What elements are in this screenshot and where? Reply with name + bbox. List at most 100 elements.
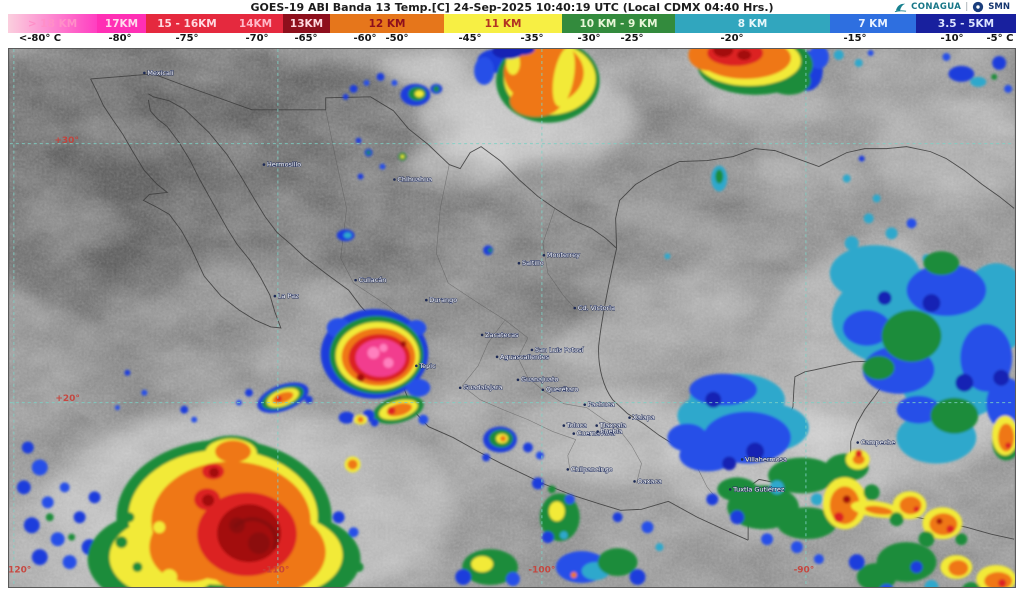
svg-text:Aguascalientes: Aguascalientes	[500, 353, 550, 361]
legend-block-5: 13KM	[283, 14, 330, 33]
temp-tick-8: -45°	[458, 33, 482, 44]
svg-text:Tuxtla Gutiérrez: Tuxtla Gutiérrez	[732, 485, 785, 493]
temp-tick-6: -60°	[353, 33, 377, 44]
svg-text:Mexicali: Mexicali	[147, 69, 173, 77]
temp-tick-5: -65°	[294, 33, 318, 44]
grid-label--110°: -110°	[262, 566, 289, 576]
cloud-height-legend: > 18 KM 17KM 15 - 16KM 14KM 13KM 12 KM 11 KM 10…	[8, 14, 1016, 33]
city-label: Oaxaca	[633, 477, 662, 486]
city-label: San Luis Potosí	[530, 345, 584, 354]
city-label: Saltillo	[517, 259, 544, 268]
svg-text:Pachuca: Pachuca	[588, 401, 615, 409]
legend-block-8: 10 KM - 9 KM	[562, 14, 675, 33]
city-label: Cd. Victoria	[573, 304, 616, 313]
storm-west-pacific	[180, 309, 431, 473]
svg-text:Villahermosa: Villahermosa	[745, 455, 787, 463]
city-label: Durango	[425, 296, 458, 305]
city-label: Xalapa	[628, 413, 655, 422]
agency-logos: CONAGUA | SMN	[894, 0, 1010, 13]
svg-text:San Luis Potosí: San Luis Potosí	[535, 346, 584, 354]
city-label: Tuxtla Gutiérrez	[728, 485, 785, 494]
graticule	[9, 49, 1015, 587]
city-label: Chihuahua	[393, 175, 433, 184]
city-label: Zacatecas	[480, 330, 520, 339]
city-label: Culiacán	[354, 276, 387, 285]
city-label: Puebla	[596, 427, 623, 436]
city-label: Hermosillo	[262, 160, 302, 169]
city-label: Guanajuato	[516, 375, 559, 384]
temp-tick-10: -30°	[577, 33, 601, 44]
svg-text:Tepic: Tepic	[418, 362, 436, 370]
storm-top-right	[688, 49, 874, 95]
smn-logo-text: SMN	[988, 1, 1010, 12]
svg-text:Oaxaca: Oaxaca	[638, 477, 662, 485]
temperature-scale: <-80° C -80° -75° -70° -65° -60° -50° -45° -35° -…	[8, 33, 1016, 47]
svg-text:Cd. Victoria: Cd. Victoria	[578, 304, 615, 312]
legend-block-11: 3.5 - 5KM	[916, 14, 1016, 33]
city-label: Toluca	[562, 421, 588, 430]
legend-block-1: > 18 KM	[8, 14, 97, 33]
svg-text:Tlaxcala: Tlaxcala	[599, 422, 627, 430]
city-label: Pachuca	[583, 400, 615, 409]
svg-text:Puebla: Puebla	[601, 428, 623, 436]
svg-text:Toluca: Toluca	[566, 422, 587, 430]
temp-tick-14: -10°	[940, 33, 964, 44]
svg-text:La Paz: La Paz	[278, 292, 299, 300]
svg-text:Culiacán: Culiacán	[359, 276, 387, 284]
svg-text:Durango: Durango	[429, 296, 457, 304]
grid-label-+20°: +20°	[55, 394, 79, 404]
grid-label--90°: -90°	[794, 566, 815, 576]
temp-tick-13: -15°	[843, 33, 867, 44]
svg-text:Monterrey: Monterrey	[547, 251, 580, 259]
conagua-logo-icon	[894, 3, 907, 12]
city-label: Mexicali	[143, 68, 174, 77]
city-label: Querétaro	[541, 385, 579, 394]
legend-block-6: 12 KM	[330, 14, 444, 33]
grid-label-+30°: +30°	[54, 136, 78, 146]
svg-text:Guanajuato: Guanajuato	[521, 376, 559, 384]
temp-tick-2: -80°	[108, 33, 132, 44]
rain-band-south-center	[455, 426, 664, 587]
logo-divider: |	[965, 1, 969, 12]
temp-tick-9: -35°	[520, 33, 544, 44]
legend-block-3: 15 - 16KM	[146, 14, 228, 33]
satellite-map: +30° +20° -120° -110° -100° -90° Mexicali Herm…	[8, 48, 1016, 588]
svg-text:Campeche: Campeche	[861, 439, 896, 447]
svg-text:Hermosillo: Hermosillo	[267, 161, 301, 169]
legend-block-2: 17KM	[97, 14, 146, 33]
city-label: Campeche	[856, 438, 896, 447]
temp-tick-1: <-80° C	[18, 33, 62, 44]
grid-label--100°: -100°	[528, 566, 555, 576]
city-label: Cuernavaca	[572, 429, 616, 438]
city-label: Guadalajara	[458, 383, 503, 392]
temp-tick-11: -25°	[620, 33, 644, 44]
svg-text:Chilpancingo: Chilpancingo	[571, 465, 613, 473]
legend-block-10: 7 KM	[830, 14, 916, 33]
image-title: GOES-19 ABI Banda 13 Temp.[C] 24-Sep-202…	[250, 1, 774, 14]
conagua-logo-text: CONAGUA	[911, 1, 962, 12]
city-label: La Paz	[273, 292, 300, 301]
rain-system-yucatan	[829, 155, 1015, 587]
storm-cells-north	[114, 52, 1013, 411]
svg-text:Querétaro: Querétaro	[546, 386, 579, 394]
hurricane-southwest	[16, 435, 364, 587]
svg-text:Chihuahua: Chihuahua	[397, 176, 432, 184]
svg-text:Saltillo: Saltillo	[522, 259, 544, 267]
smn-logo-icon	[973, 1, 984, 12]
temp-tick-3: -75°	[175, 33, 199, 44]
temp-tick-4: -70°	[245, 33, 269, 44]
svg-text:Cuernavaca: Cuernavaca	[577, 430, 616, 438]
city-label: Tlaxcala	[595, 421, 627, 430]
grid-label--120°: -120°	[9, 566, 31, 576]
satellite-image: +30° +20° -120° -110° -100° -90° Mexicali Herm…	[9, 49, 1015, 587]
city-labels: Mexicali Hermosillo Chihuahua Culiacán La Pa…	[143, 68, 896, 494]
temp-tick-15: -5° C	[986, 33, 1014, 44]
city-label: Tepic	[415, 361, 437, 370]
graticule-labels: +30° +20° -120° -110° -100° -90°	[9, 136, 814, 575]
city-label: Chilpancingo	[566, 465, 613, 474]
rain-system-southeast	[667, 373, 968, 565]
svg-text:Guadalajara: Guadalajara	[463, 384, 502, 392]
city-label: Monterrey	[542, 251, 581, 260]
temp-tick-7: -50°	[385, 33, 409, 44]
svg-text:Xalapa: Xalapa	[633, 414, 655, 422]
